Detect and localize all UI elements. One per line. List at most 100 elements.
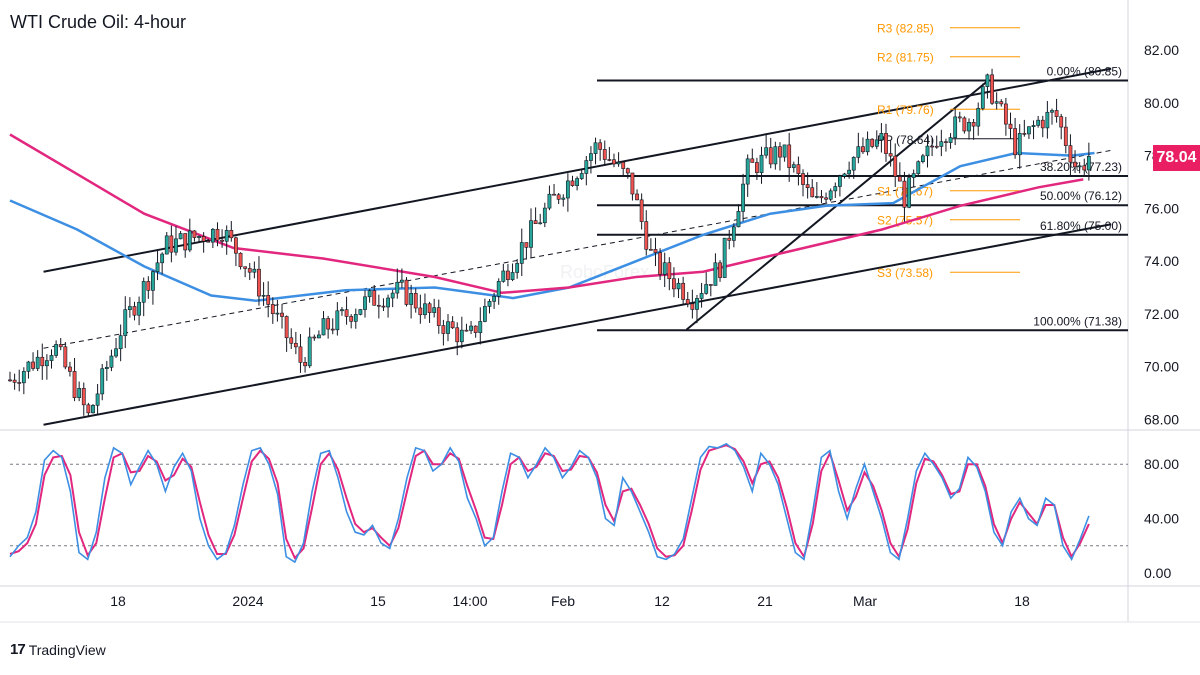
candle-body: [796, 164, 801, 174]
candle-body: [409, 293, 414, 305]
stochastic-k-line: [9, 442, 1090, 564]
candle-body: [1031, 125, 1036, 127]
candle-body: [289, 337, 294, 344]
candle-body: [464, 329, 469, 332]
candle-body: [533, 220, 538, 224]
price-tick-label: 68.00: [1144, 411, 1179, 427]
candle-body: [473, 325, 478, 333]
candle-body: [321, 318, 326, 336]
candle-body: [482, 306, 487, 322]
candle-body: [953, 116, 958, 138]
candle-body: [718, 262, 722, 278]
candle-body: [967, 122, 971, 132]
candle-body: [685, 299, 690, 305]
candle-body: [376, 304, 381, 307]
candle-body: [907, 177, 911, 208]
candle-body: [1082, 165, 1087, 171]
candle-body: [247, 268, 252, 273]
moving-average-fast-line: [9, 151, 1095, 302]
candle-body: [856, 146, 861, 158]
candlesticks: [8, 68, 1091, 417]
candle-body: [169, 235, 174, 253]
candle-body: [423, 303, 427, 316]
candle-body: [911, 173, 916, 178]
candle-body: [293, 342, 298, 348]
candle-body: [925, 145, 930, 157]
moving-average-slow-line: [9, 133, 1084, 295]
time-tick-label: 18: [110, 593, 126, 609]
candle-body: [920, 155, 925, 163]
candle-body: [137, 301, 141, 316]
candle-body: [367, 290, 372, 298]
candle-body: [146, 281, 151, 291]
candle-body: [837, 175, 842, 187]
candle-body: [1077, 165, 1082, 168]
candle-body: [197, 236, 201, 238]
candle-body: [450, 321, 455, 329]
candle-body: [358, 309, 363, 315]
tradingview-brand-text: TradingView: [28, 641, 106, 658]
candle-body: [390, 292, 395, 299]
candle-body: [1059, 116, 1064, 128]
candle-body: [607, 159, 612, 161]
candle-body: [676, 282, 681, 290]
candle-body: [565, 180, 570, 199]
candle-body: [95, 393, 100, 406]
candle-body: [1036, 119, 1041, 126]
candle-body: [192, 230, 197, 238]
candle-body: [519, 242, 524, 264]
candle-body: [109, 355, 114, 368]
candle-body: [1008, 123, 1013, 129]
candle-body: [842, 173, 847, 177]
candle-body: [413, 293, 418, 309]
candle-body: [234, 237, 238, 254]
candle-body: [77, 388, 82, 398]
candle-body: [874, 139, 879, 147]
last-price-badge: 78.04: [1153, 145, 1200, 171]
candle-body: [91, 405, 95, 414]
candle-body: [395, 281, 400, 294]
candle-body: [985, 74, 990, 87]
candle-body: [206, 240, 211, 243]
time-tick-label: Mar: [853, 593, 877, 609]
candle-body: [372, 290, 377, 306]
candle-body: [681, 282, 686, 300]
candle-body: [1045, 111, 1050, 129]
candle-body: [976, 108, 981, 127]
candle-body: [478, 321, 483, 333]
candle-body: [598, 142, 603, 150]
candle-body: [340, 309, 344, 312]
fib-level-label: 50.00% (76.12): [1040, 189, 1122, 203]
time-tick-label: 15: [370, 593, 386, 609]
candle-body: [755, 162, 759, 173]
candle-body: [35, 356, 40, 369]
candle-body: [501, 270, 506, 282]
candle-body: [1086, 156, 1091, 171]
candle-body: [893, 155, 898, 177]
tradingview-brand[interactable]: 17 TradingView: [10, 641, 106, 658]
candle-body: [506, 270, 510, 280]
price-tick-label: 74.00: [1144, 253, 1179, 269]
chart-title: WTI Crude Oil: 4-hour: [10, 12, 187, 32]
trendlines: [43, 67, 1112, 426]
candle-body: [317, 334, 321, 339]
fib-level-label: 100.00% (71.38): [1033, 314, 1122, 328]
candle-body: [381, 305, 386, 308]
candle-body: [897, 176, 902, 182]
candle-body: [593, 142, 598, 154]
candle-body: [441, 325, 446, 334]
candle-body: [639, 199, 644, 222]
price-tick-label: 80.00: [1144, 95, 1179, 111]
candle-body: [238, 252, 243, 268]
candle-body: [879, 133, 884, 141]
candle-body: [589, 153, 593, 161]
candle-body: [745, 158, 750, 185]
fib-level-label: 61.80% (75.00): [1040, 219, 1122, 233]
candle-body: [31, 361, 35, 369]
candle-body: [944, 141, 948, 143]
candle-body: [575, 178, 579, 186]
candle-body: [307, 336, 312, 367]
candle-body: [828, 190, 833, 200]
pivot-level-label: R3 (82.85): [877, 22, 934, 36]
